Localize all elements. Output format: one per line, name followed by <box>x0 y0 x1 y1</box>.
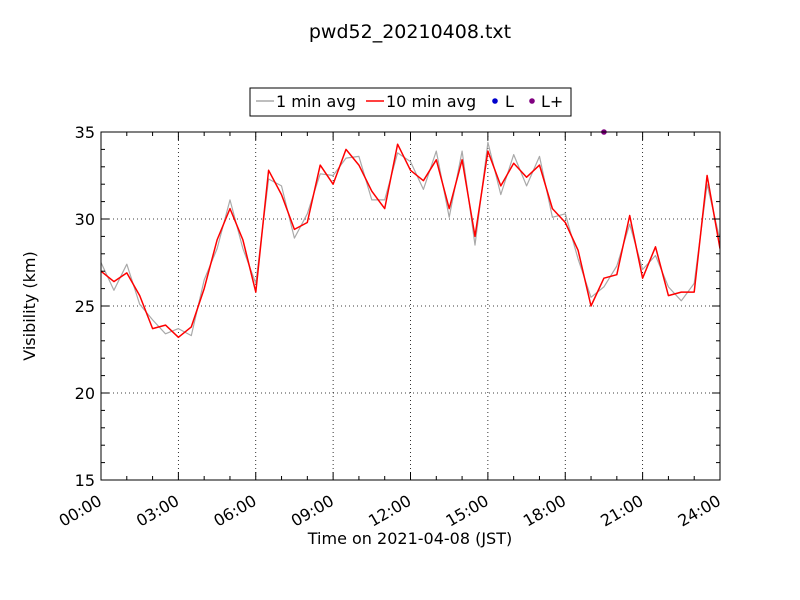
y-tick-labels: 15 20 25 30 35 <box>75 123 95 490</box>
y-tick-label: 15 <box>75 471 95 490</box>
series-layer <box>101 141 720 339</box>
series-line-1min <box>101 141 720 337</box>
x-axis-label: Time on 2021-04-08 (JST) <box>307 529 512 548</box>
legend-label-1min: 1 min avg <box>276 92 356 111</box>
legend-swatch-Lplus <box>529 98 535 104</box>
legend-label-L: L <box>505 92 514 111</box>
series-line-10min <box>101 143 720 339</box>
y-tick-label: 20 <box>75 384 95 403</box>
plot-area <box>100 129 721 481</box>
chart-title: pwd52_20210408.txt <box>309 21 511 43</box>
y-tick-label: 25 <box>75 297 95 316</box>
y-tick-label: 30 <box>75 210 95 229</box>
legend-box <box>249 87 572 117</box>
tick-layer <box>100 131 721 481</box>
legend-label-Lplus: L+ <box>541 92 563 111</box>
legend-swatch-L <box>492 98 498 104</box>
y-tick-label: 35 <box>75 123 95 142</box>
legend: 1 min avg 10 min avg L L+ <box>249 87 572 117</box>
y-axis-label: Visibility (km) <box>20 251 39 360</box>
legend-label-10min: 10 min avg <box>386 92 476 111</box>
